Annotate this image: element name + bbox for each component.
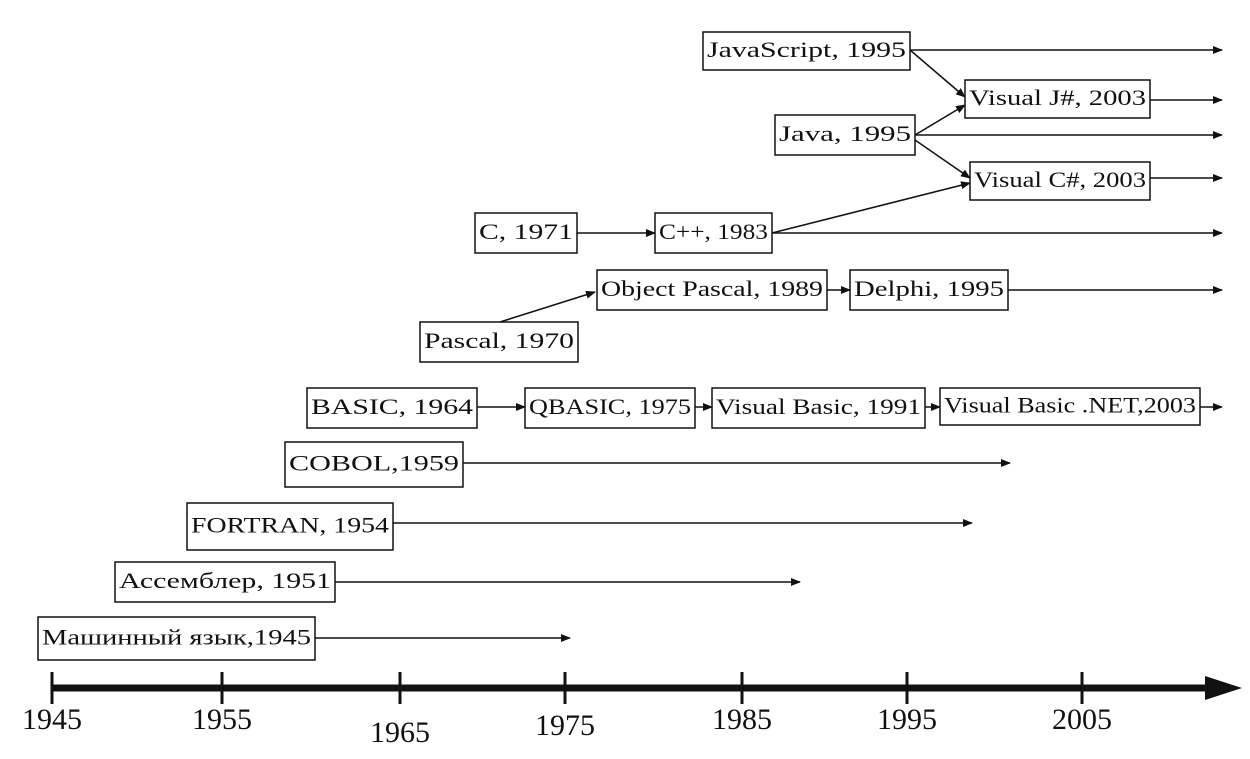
- language-box: [654, 212, 773, 254]
- arrow: [909, 49, 966, 98]
- language-box: [596, 269, 828, 311]
- language-label: C, 1971: [479, 219, 573, 244]
- language-label: BASIC, 1964: [311, 394, 473, 419]
- language-box: [939, 387, 1201, 426]
- language-box: [306, 387, 478, 429]
- language-label: Visual Basic, 1991: [716, 394, 921, 419]
- language-box: [711, 387, 926, 429]
- language-label: Visual Basic .NET,2003: [944, 393, 1196, 418]
- language-box: [114, 561, 336, 603]
- axis-arrowhead: [1205, 676, 1242, 700]
- language-box: [964, 79, 1151, 119]
- language-label: Object Pascal, 1989: [601, 276, 823, 301]
- arrow: [499, 290, 596, 323]
- language-label: JavaScript, 1995: [707, 37, 906, 62]
- language-box: [524, 387, 696, 429]
- language-label: Машинный язык,1945: [42, 625, 311, 650]
- language-label: Ассемблер, 1951: [119, 568, 331, 593]
- axis-label: 1945: [22, 703, 82, 736]
- language-box: [774, 114, 916, 156]
- axis-label: 1965: [370, 716, 430, 749]
- language-box: [849, 269, 1009, 311]
- language-box: [37, 616, 316, 661]
- axis-label: 1995: [877, 703, 937, 736]
- language-label: C++, 1983: [659, 219, 768, 244]
- language-label: FORTRAN, 1954: [191, 513, 389, 538]
- language-label: Pascal, 1970: [424, 328, 574, 353]
- axis-label: 2005: [1052, 703, 1112, 736]
- axis-label: 1975: [535, 709, 595, 742]
- language-box: [419, 321, 579, 363]
- axis-label: 1955: [192, 703, 252, 736]
- language-label: Visual C#, 2003: [974, 167, 1146, 192]
- language-label: QBASIC, 1975: [529, 394, 691, 419]
- language-label: Java, 1995: [779, 121, 911, 146]
- arrow: [914, 139, 971, 179]
- language-box: [969, 161, 1151, 201]
- language-box: [284, 441, 464, 488]
- language-box: [702, 31, 911, 71]
- axis-label: 1985: [712, 703, 772, 736]
- language-label: Visual J#, 2003: [969, 85, 1146, 110]
- language-label: Delphi, 1995: [854, 276, 1004, 301]
- arrow: [771, 181, 971, 234]
- arrow: [914, 104, 966, 136]
- language-box: [186, 502, 394, 551]
- language-label: COBOL,1959: [289, 451, 459, 476]
- language-box: [474, 212, 578, 254]
